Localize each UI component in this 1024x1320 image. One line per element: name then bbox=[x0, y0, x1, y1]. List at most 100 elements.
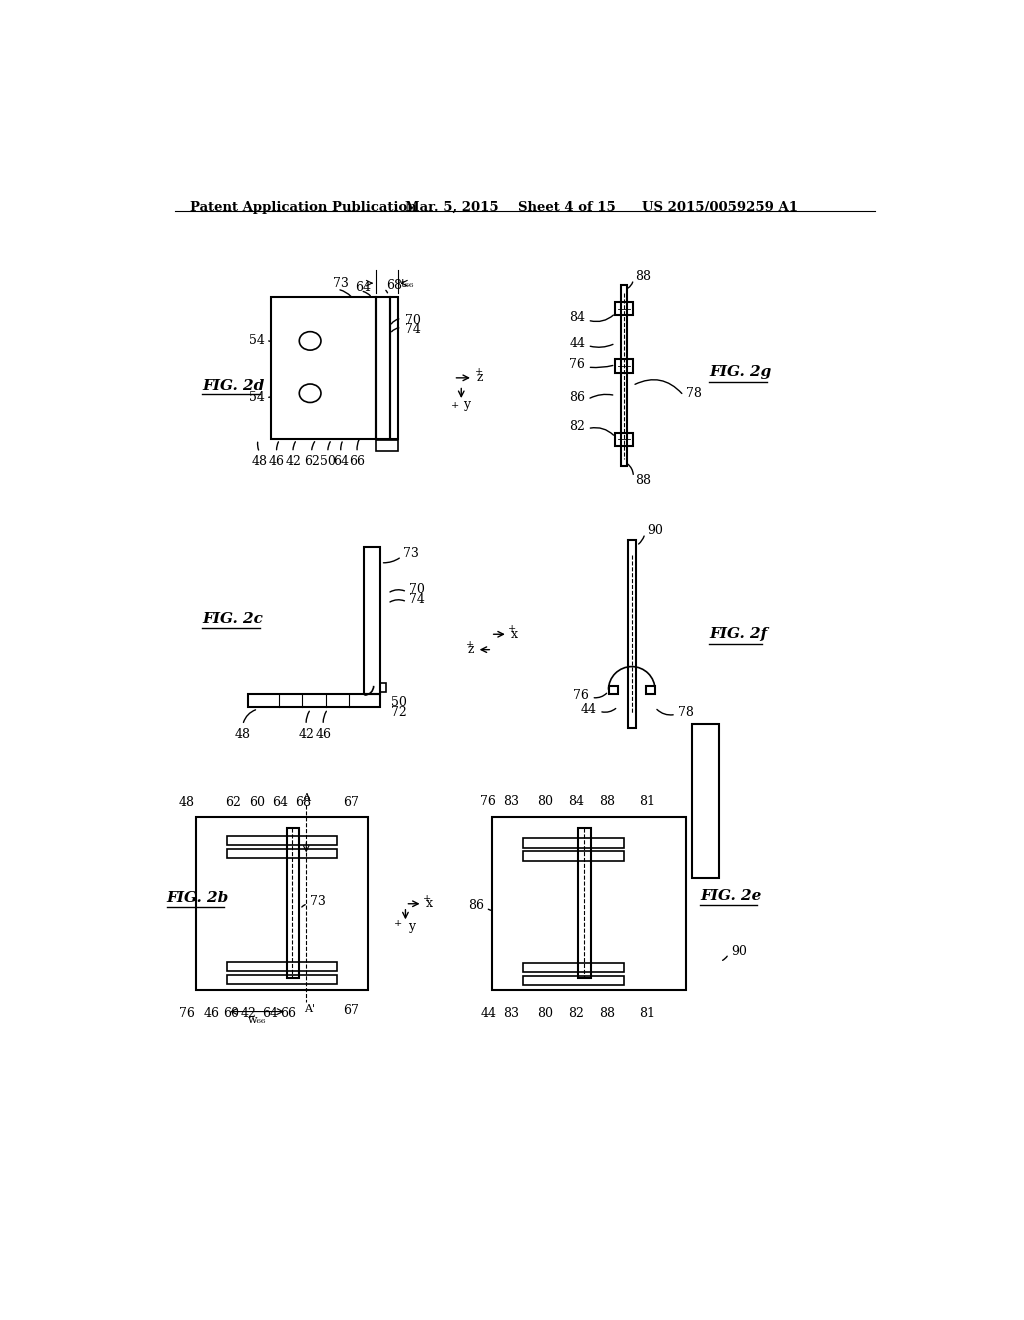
Bar bbox=[248, 693, 380, 708]
Text: 48: 48 bbox=[234, 729, 251, 742]
Text: 46: 46 bbox=[315, 729, 332, 742]
Text: 64: 64 bbox=[262, 1007, 278, 1020]
Text: 74: 74 bbox=[410, 593, 425, 606]
Text: FIG. 2e: FIG. 2e bbox=[700, 890, 761, 903]
Text: 62: 62 bbox=[304, 455, 319, 467]
Text: 86: 86 bbox=[469, 899, 484, 912]
Bar bbox=[523, 838, 624, 847]
Text: 54: 54 bbox=[249, 391, 264, 404]
Text: 54: 54 bbox=[249, 334, 264, 347]
Bar bbox=[390, 297, 397, 440]
Text: 80: 80 bbox=[537, 1007, 553, 1020]
Text: 88: 88 bbox=[636, 269, 651, 282]
Bar bbox=[376, 297, 390, 440]
Bar bbox=[615, 302, 633, 315]
Text: 42: 42 bbox=[285, 455, 301, 467]
Text: 67: 67 bbox=[343, 796, 359, 809]
Text: 70: 70 bbox=[410, 583, 425, 597]
Text: 42: 42 bbox=[241, 1007, 257, 1020]
Text: 44: 44 bbox=[480, 1007, 497, 1020]
Text: 78: 78 bbox=[686, 387, 701, 400]
Text: FIG. 2c: FIG. 2c bbox=[203, 612, 263, 626]
Text: 73: 73 bbox=[403, 546, 419, 560]
Text: y: y bbox=[463, 399, 470, 412]
Text: 81: 81 bbox=[639, 795, 655, 808]
Bar bbox=[365, 548, 380, 693]
Text: 70: 70 bbox=[406, 314, 421, 326]
Text: 74: 74 bbox=[406, 323, 421, 335]
Text: x: x bbox=[426, 898, 432, 911]
Bar bbox=[287, 829, 299, 978]
Bar bbox=[646, 686, 655, 693]
Text: 46: 46 bbox=[204, 1007, 220, 1020]
Text: 67: 67 bbox=[343, 1003, 359, 1016]
Text: 48: 48 bbox=[252, 455, 267, 467]
Bar bbox=[523, 977, 624, 985]
Bar bbox=[692, 725, 719, 878]
Text: 68: 68 bbox=[295, 796, 311, 809]
Text: +: + bbox=[423, 894, 431, 903]
Text: +: + bbox=[394, 919, 402, 928]
Bar bbox=[523, 964, 624, 973]
Text: FIG. 2b: FIG. 2b bbox=[167, 891, 229, 904]
Text: 44: 44 bbox=[569, 337, 586, 350]
Bar bbox=[628, 540, 636, 729]
Text: z: z bbox=[477, 371, 483, 384]
Bar bbox=[615, 359, 633, 374]
Text: FIG. 2g: FIG. 2g bbox=[710, 366, 771, 379]
Text: 88: 88 bbox=[599, 1007, 615, 1020]
Text: 86: 86 bbox=[569, 391, 586, 404]
Text: 42: 42 bbox=[298, 729, 314, 742]
Text: 76: 76 bbox=[480, 795, 497, 808]
Bar bbox=[615, 433, 633, 446]
Text: 50: 50 bbox=[391, 696, 408, 709]
Text: 83: 83 bbox=[504, 1007, 519, 1020]
Bar bbox=[376, 441, 397, 451]
Text: 66: 66 bbox=[349, 455, 366, 467]
Text: 88: 88 bbox=[599, 795, 615, 808]
Text: +: + bbox=[466, 640, 474, 648]
Text: 83: 83 bbox=[504, 795, 519, 808]
Bar bbox=[523, 851, 624, 861]
Text: 64: 64 bbox=[272, 796, 288, 809]
Text: 50: 50 bbox=[321, 455, 336, 467]
Text: x: x bbox=[511, 628, 518, 640]
Text: 76: 76 bbox=[569, 358, 586, 371]
Text: 73: 73 bbox=[333, 277, 349, 290]
Text: t₆₆: t₆₆ bbox=[400, 279, 415, 289]
Text: FIG. 2d: FIG. 2d bbox=[203, 379, 264, 392]
Text: 73: 73 bbox=[310, 895, 326, 908]
Bar bbox=[227, 849, 337, 858]
Text: FIG. 2f: FIG. 2f bbox=[710, 627, 767, 642]
Text: 60: 60 bbox=[249, 796, 264, 809]
Text: 90: 90 bbox=[647, 524, 664, 537]
Text: z: z bbox=[468, 643, 474, 656]
Text: 84: 84 bbox=[569, 312, 586, 325]
Bar bbox=[197, 817, 369, 990]
Text: 82: 82 bbox=[569, 420, 586, 433]
Bar bbox=[227, 974, 337, 983]
Text: 68: 68 bbox=[386, 279, 402, 292]
Text: Patent Application Publication: Patent Application Publication bbox=[190, 201, 417, 214]
Text: 48: 48 bbox=[179, 796, 195, 809]
Text: +: + bbox=[451, 401, 459, 411]
Text: 64: 64 bbox=[333, 455, 349, 467]
Text: 66: 66 bbox=[280, 1007, 296, 1020]
Text: 90: 90 bbox=[731, 945, 746, 958]
Bar bbox=[621, 285, 627, 466]
Text: 62: 62 bbox=[225, 796, 242, 809]
Text: 72: 72 bbox=[391, 705, 408, 718]
Text: 46: 46 bbox=[268, 455, 285, 467]
Text: 44: 44 bbox=[581, 704, 597, 717]
Text: 60: 60 bbox=[223, 1007, 239, 1020]
Text: US 2015/0059259 A1: US 2015/0059259 A1 bbox=[642, 201, 798, 214]
Text: +: + bbox=[508, 624, 516, 634]
Text: y: y bbox=[408, 920, 415, 933]
Text: Sheet 4 of 15: Sheet 4 of 15 bbox=[518, 201, 615, 214]
Text: A: A bbox=[302, 793, 310, 803]
Text: 84: 84 bbox=[568, 795, 584, 808]
Text: 81: 81 bbox=[639, 1007, 655, 1020]
Bar bbox=[493, 817, 686, 990]
Text: 78: 78 bbox=[678, 706, 694, 719]
Bar bbox=[271, 297, 376, 440]
